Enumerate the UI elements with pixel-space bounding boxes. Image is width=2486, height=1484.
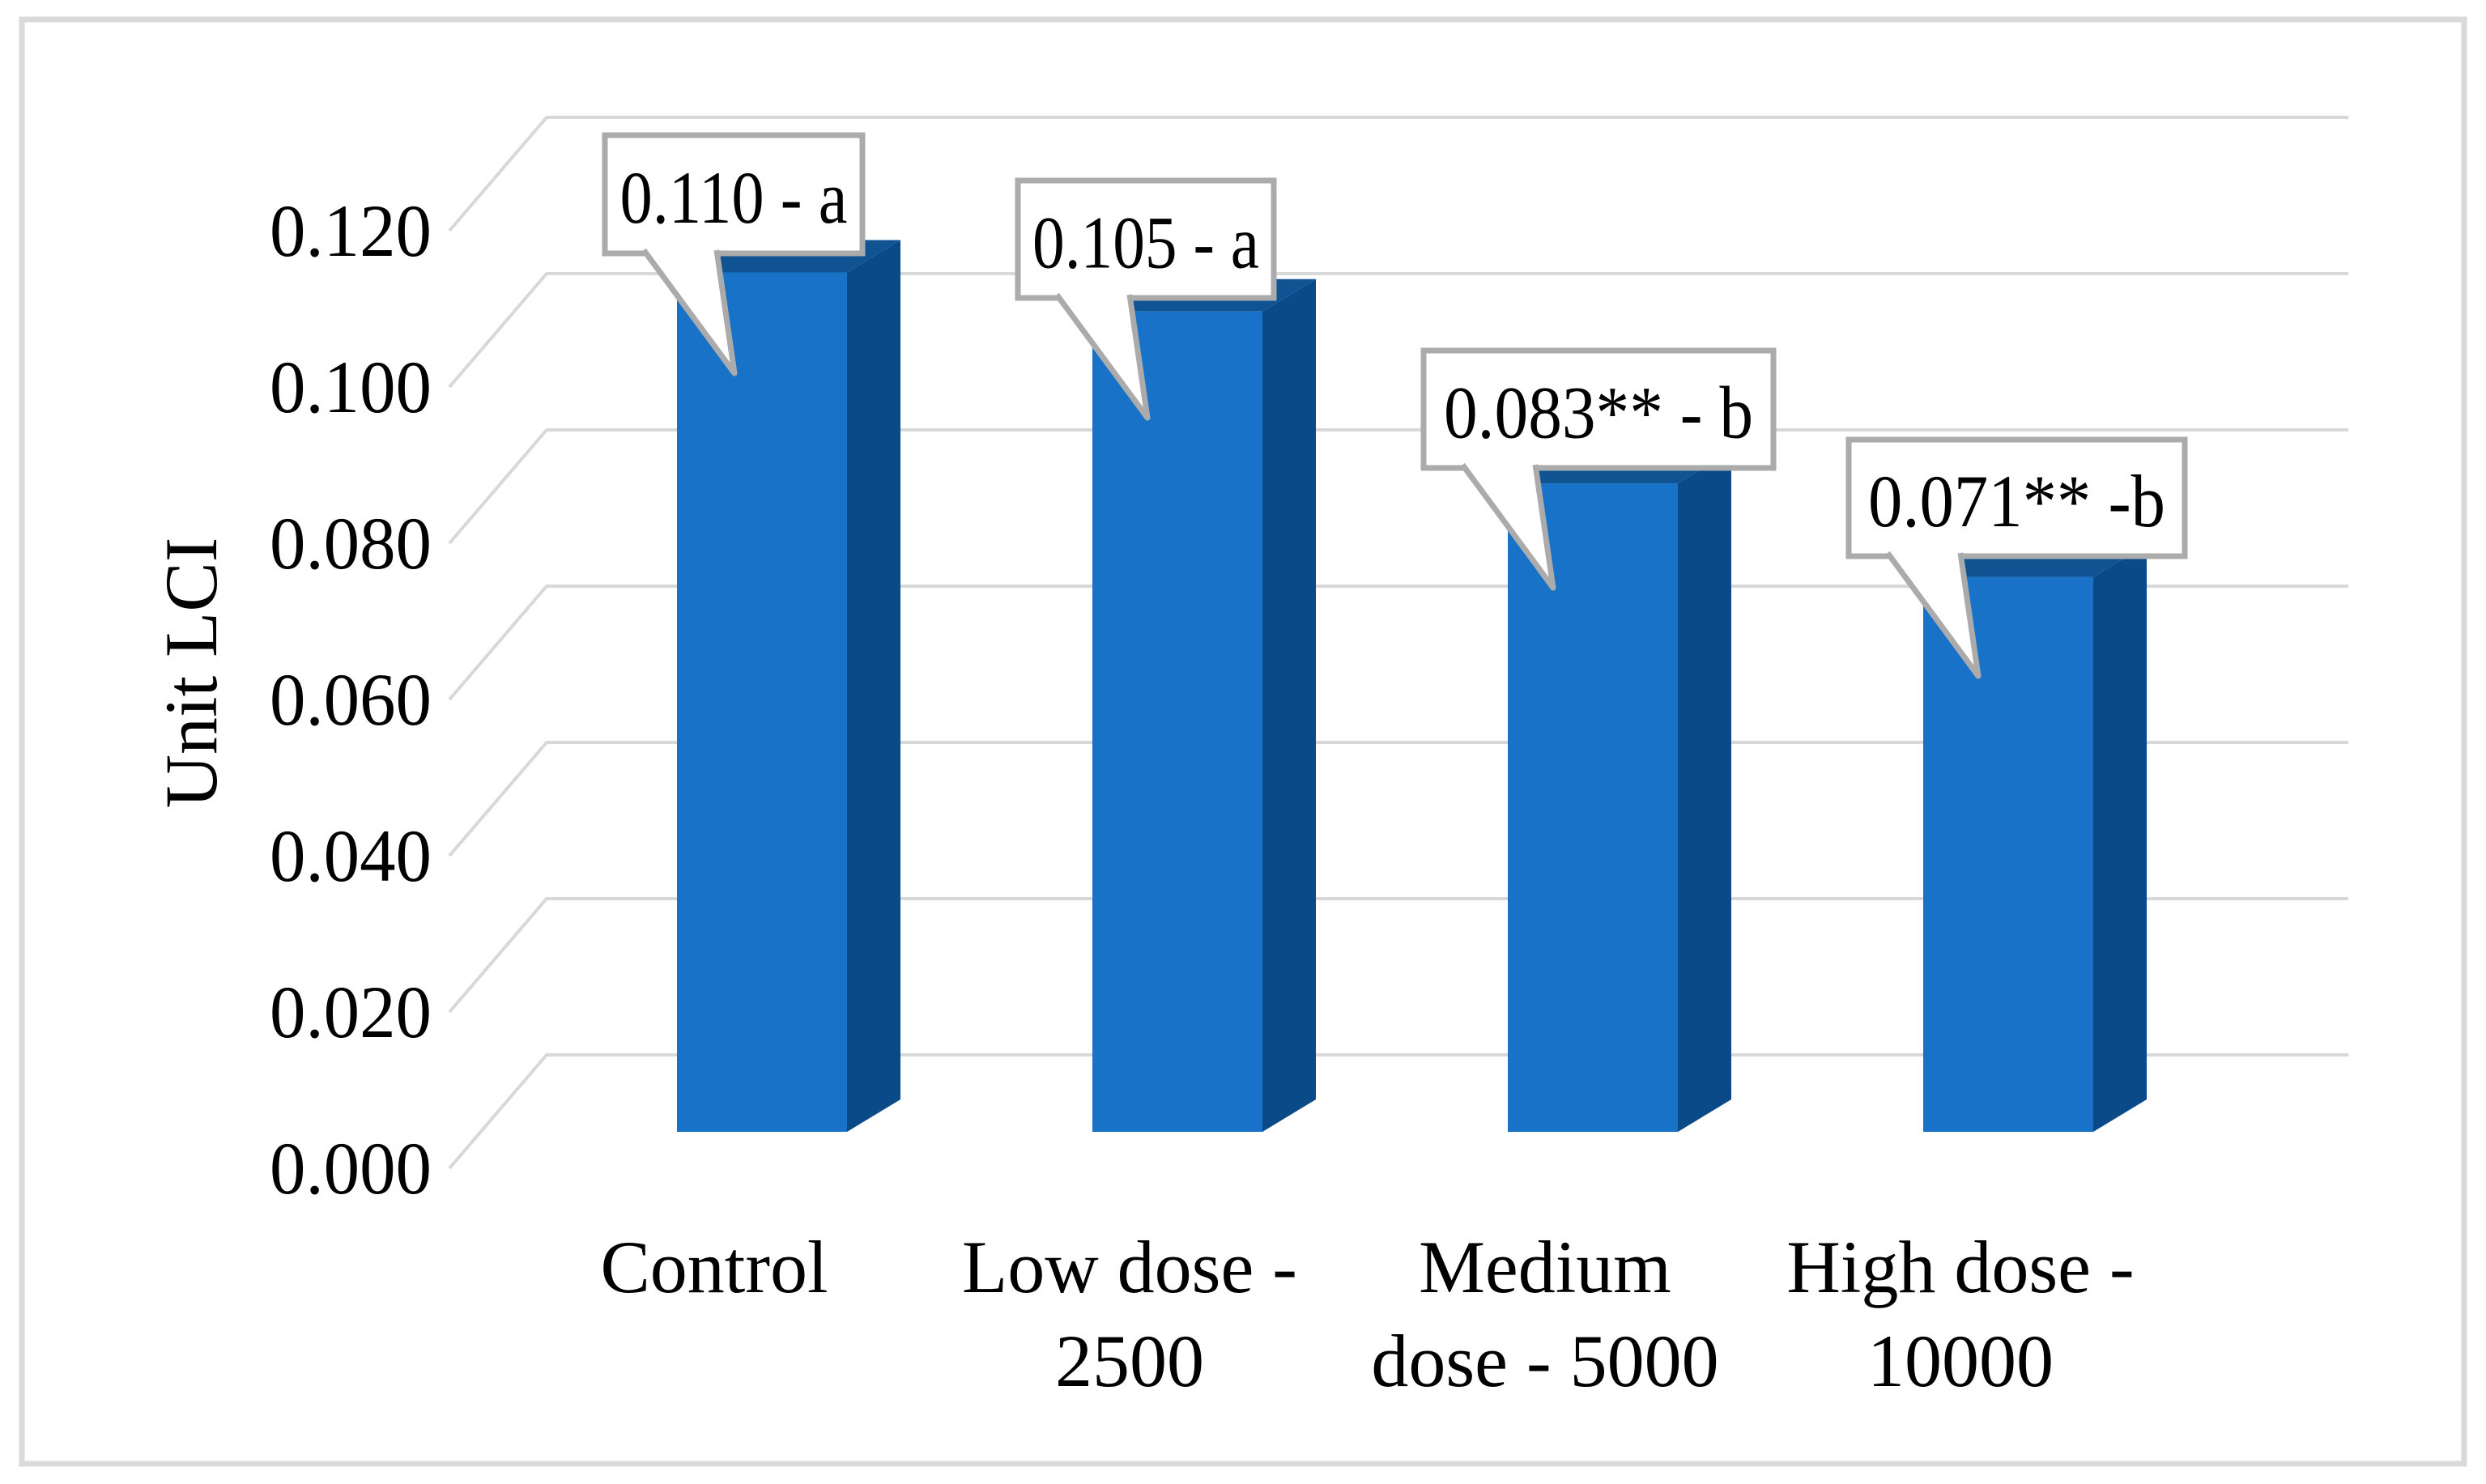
bar-2-front-face	[1092, 311, 1262, 1132]
y-tick-label: 0.100	[270, 346, 432, 428]
data-label-text: 0.071** -b	[1868, 460, 2165, 542]
gridline	[448, 741, 2348, 857]
gridline	[448, 1053, 2348, 1170]
x-category-label: Low dose -2500	[962, 1226, 1297, 1402]
bar-4-front-face	[1923, 576, 2093, 1132]
x-category-label: Control	[600, 1226, 828, 1308]
data-label-callout-tail	[1460, 462, 1556, 591]
bar-3-front-face	[1508, 483, 1678, 1132]
data-label-text: 0.110 - a	[620, 156, 848, 239]
y-tick-label: 0.000	[270, 1127, 432, 1210]
bar-side-face	[1678, 451, 1731, 1132]
data-label-callout-tail	[641, 248, 738, 376]
gridline	[448, 116, 2348, 232]
x-category-label: Medium dose - 5000	[1371, 1226, 1718, 1402]
data-label-callout-tail	[1885, 551, 1982, 679]
bar-side-face	[847, 240, 900, 1132]
bar-side-face	[1262, 279, 1316, 1132]
y-tick-label: 0.040	[270, 814, 432, 897]
x-category-label: High dose -10000	[1786, 1226, 2134, 1402]
y-axis-title: Unit LCI	[150, 537, 232, 809]
data-label-callout-box	[1420, 347, 1777, 471]
data-label-text: 0.083** - b	[1444, 372, 1753, 454]
data-label-callout-box	[1015, 177, 1277, 301]
gridline	[448, 272, 2348, 389]
data-label-callout-box	[602, 132, 866, 257]
y-tick-label: 0.060	[270, 658, 432, 741]
data-label-callout-box	[1845, 436, 2188, 559]
bar-side-face	[2093, 544, 2147, 1132]
y-tick-label: 0.080	[270, 502, 432, 585]
figure-border	[19, 16, 2467, 1467]
data-label-callout-tail	[1054, 292, 1151, 421]
y-tick-label: 0.020	[270, 971, 432, 1053]
gridline	[448, 897, 2348, 1014]
data-label-text: 0.105 - a	[1032, 202, 1259, 284]
y-tick-label: 0.120	[270, 189, 432, 272]
bar-1-front-face	[677, 272, 847, 1132]
gridline	[448, 585, 2348, 701]
